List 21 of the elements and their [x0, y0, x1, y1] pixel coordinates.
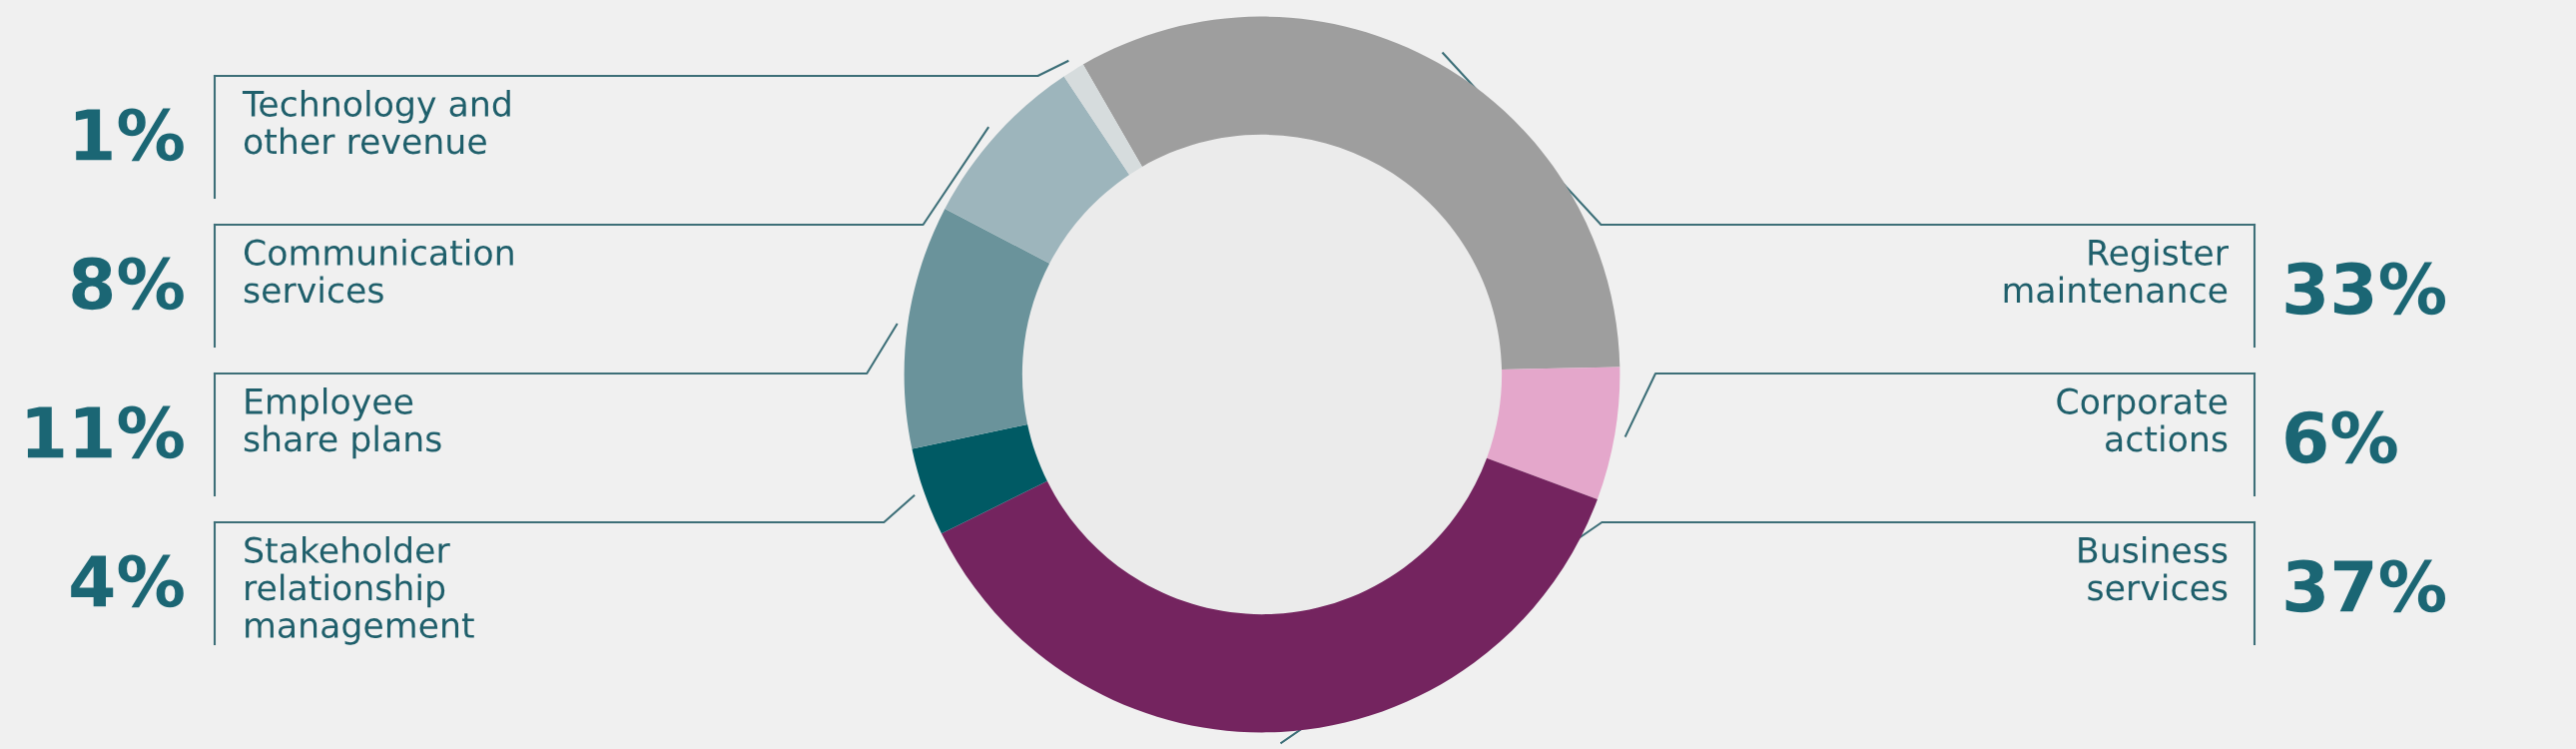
- donut-slice: [941, 457, 1598, 733]
- data-label: 1%: [75, 108, 184, 162]
- slice-label: Employee share plans: [244, 387, 441, 459]
- data-label: 33%: [2285, 262, 2446, 316]
- donut-slice: [912, 423, 1047, 534]
- donut-slice: [1082, 16, 1620, 370]
- donut-slice: [904, 208, 1050, 449]
- donut-slice: [1487, 367, 1620, 499]
- slice-label: Corporate actions: [2057, 387, 2228, 452]
- donut-slice: [1063, 64, 1142, 175]
- slice-label: Register maintenance: [2004, 239, 2229, 304]
- data-label: 8%: [72, 257, 184, 311]
- slice-label: Communication services: [244, 239, 513, 304]
- donut-slice: [945, 76, 1130, 264]
- slice-label: Stakeholder relationship management: [245, 536, 474, 645]
- data-label: 6%: [2285, 410, 2397, 464]
- data-label: 11%: [27, 405, 184, 459]
- data-label: 37%: [2285, 559, 2446, 613]
- slice-label: Technology and other revenue: [242, 90, 510, 155]
- data-label: 4%: [71, 554, 184, 608]
- slice-label: Business services: [2079, 536, 2228, 601]
